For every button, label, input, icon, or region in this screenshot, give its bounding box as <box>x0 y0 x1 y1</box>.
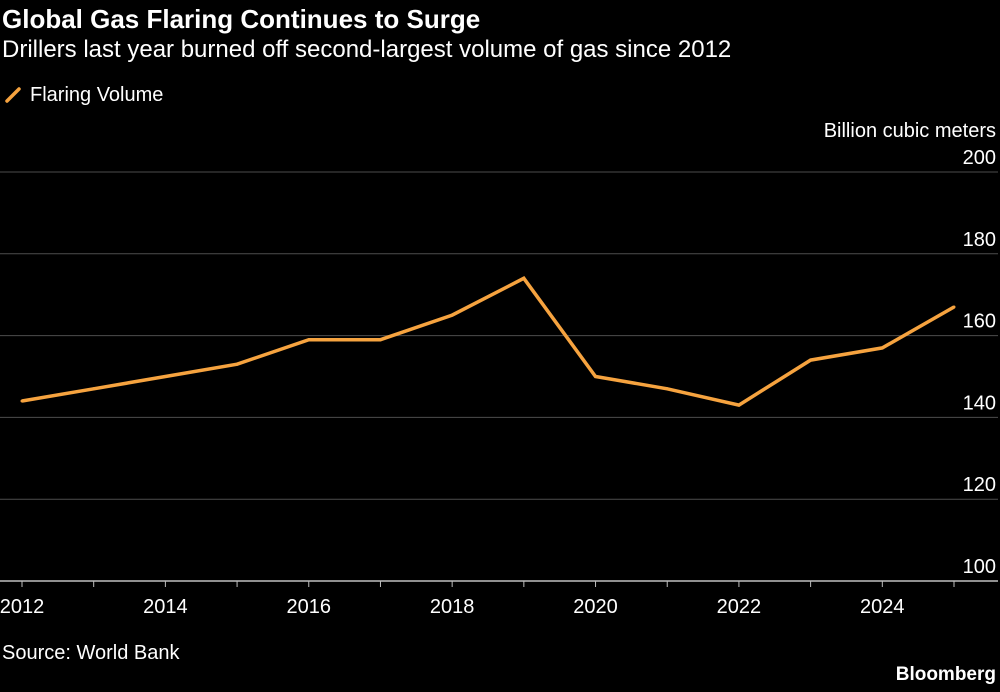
data-point <box>880 346 884 350</box>
y-tick-label: 200 <box>963 147 996 169</box>
y-tick-label: 100 <box>963 556 996 578</box>
y-tick-label: 140 <box>963 392 996 414</box>
data-point <box>92 387 96 391</box>
data-point <box>378 338 382 342</box>
data-point <box>235 362 239 366</box>
data-point <box>737 403 741 407</box>
x-tick-label: 2012 <box>0 596 44 618</box>
series-line-flaring-volume <box>21 276 955 407</box>
data-point <box>809 358 813 362</box>
legend: Flaring Volume <box>4 83 163 107</box>
y-tick-label: 180 <box>963 229 996 251</box>
data-point <box>522 276 526 280</box>
x-tick-label: 2020 <box>573 596 618 618</box>
data-point <box>952 305 956 309</box>
data-point <box>594 375 598 378</box>
data-point <box>665 387 669 391</box>
data-point <box>307 338 311 342</box>
data-point <box>20 399 24 403</box>
chart-subtitle: Drillers last year burned off second-lar… <box>2 36 732 63</box>
y-tick-label: 120 <box>963 474 996 496</box>
y-axis-label: Billion cubic meters <box>824 120 996 142</box>
data-point <box>163 375 167 378</box>
source-note: Source: World Bank <box>2 642 180 664</box>
x-tick-label: 2022 <box>717 596 762 618</box>
x-tick-label: 2018 <box>430 596 475 618</box>
legend-label: Flaring Volume <box>30 83 164 106</box>
y-tick-label: 160 <box>963 311 996 333</box>
x-tick-label: 2016 <box>287 596 332 618</box>
x-tick-label: 2014 <box>143 596 188 618</box>
bloomberg-logo: Bloomberg <box>895 664 996 685</box>
data-point <box>450 313 454 317</box>
legend-line-icon <box>5 87 21 103</box>
chart-title: Global Gas Flaring Continues to Surge <box>2 4 481 34</box>
x-tick-label: 2024 <box>860 596 905 618</box>
